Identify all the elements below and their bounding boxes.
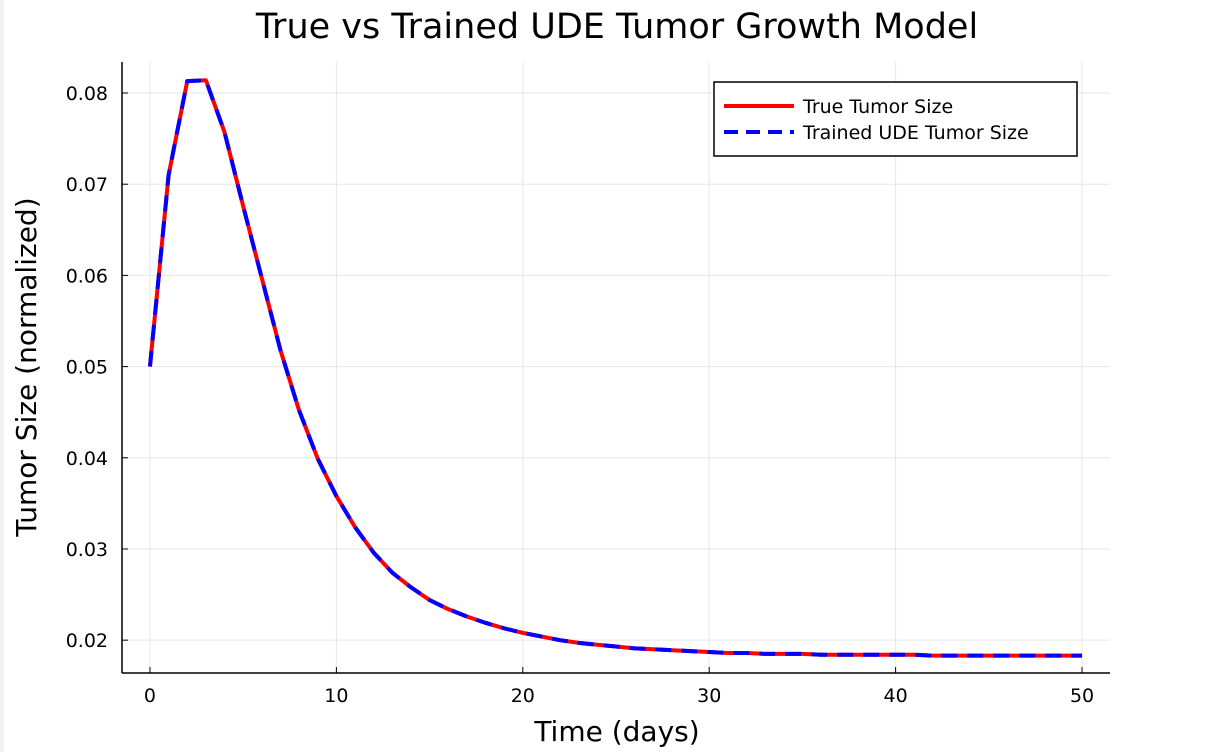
legend: True Tumor Size Trained UDE Tumor Size xyxy=(713,81,1078,157)
x-tick-label: 20 xyxy=(511,685,535,707)
series-line-true xyxy=(147,78,1083,658)
x-axis-label: Time (days) xyxy=(533,715,699,748)
y-tick-label: 0.02 xyxy=(66,630,108,652)
tick-label-layer: 0 10 20 30 40 50 0.02 0.03 0.04 0.05 0.06 0.07 0.08 xyxy=(66,83,1094,707)
x-tick-label: 50 xyxy=(1070,685,1094,707)
x-tick-label: 40 xyxy=(884,685,908,707)
x-tick-label: 0 xyxy=(144,685,156,707)
legend-box xyxy=(713,81,1078,157)
y-axis-label: Tumor Size (normalized) xyxy=(10,197,43,537)
y-tick-label: 0.05 xyxy=(66,357,108,379)
y-tick-label: 0.08 xyxy=(66,83,108,105)
y-tick-label: 0.04 xyxy=(66,448,108,470)
y-tick-label: 0.03 xyxy=(66,539,108,561)
series-layer xyxy=(147,78,1083,658)
legend-label-trained: Trained UDE Tumor Size xyxy=(802,122,1029,144)
chart-title: True vs Trained UDE Tumor Growth Model xyxy=(255,7,978,47)
series-line-trained xyxy=(147,78,1083,658)
left-edge-strip xyxy=(0,0,4,752)
y-tick-label: 0.07 xyxy=(66,174,108,196)
axes-layer xyxy=(121,62,1110,674)
x-tick-label: 30 xyxy=(697,685,721,707)
y-tick-label: 0.06 xyxy=(66,265,108,287)
x-tick-label: 10 xyxy=(324,685,348,707)
legend-label-true: True Tumor Size xyxy=(802,96,953,118)
